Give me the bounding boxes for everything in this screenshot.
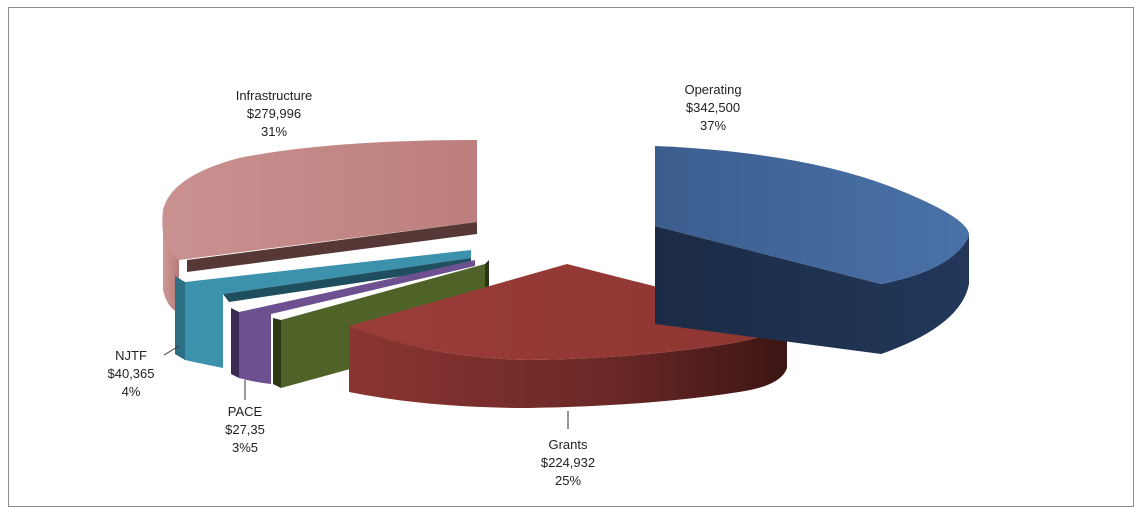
slice-njtf bbox=[175, 250, 471, 368]
label-pace-name: PACE bbox=[228, 404, 263, 419]
slice-operating-side bbox=[655, 226, 969, 354]
label-grants-name: Grants bbox=[548, 437, 588, 452]
slice-green-side bbox=[273, 318, 281, 388]
label-operating-value: $342,500 bbox=[686, 100, 740, 115]
label-infrastructure-name: Infrastructure bbox=[236, 88, 313, 103]
label-pace: PACE $27,35 3%5 bbox=[225, 404, 265, 455]
label-grants-value: $224,932 bbox=[541, 455, 595, 470]
slice-pace-top bbox=[239, 260, 475, 384]
slice-infrastructure-inner bbox=[187, 222, 477, 272]
slice-njtf-side bbox=[175, 276, 185, 360]
label-operating-name: Operating bbox=[684, 82, 741, 97]
label-njtf-name: NJTF bbox=[115, 348, 147, 363]
label-infrastructure-percent: 31% bbox=[261, 124, 287, 139]
slice-infrastructure-top bbox=[162, 140, 478, 260]
chart-frame: Infrastructure $279,996 31% Operating $3… bbox=[8, 7, 1134, 507]
label-njtf: NJTF $40,365 4% bbox=[108, 348, 155, 399]
label-njtf-percent: 4% bbox=[122, 384, 141, 399]
label-pace-value: $27,35 bbox=[225, 422, 265, 437]
slice-operating-top bbox=[655, 146, 970, 284]
slice-pace bbox=[231, 260, 475, 384]
label-operating-percent: 37% bbox=[700, 118, 726, 133]
label-njtf-value: $40,365 bbox=[108, 366, 155, 381]
label-operating: Operating $342,500 37% bbox=[684, 82, 741, 133]
slice-operating bbox=[655, 146, 970, 354]
slice-njtf-top bbox=[185, 250, 471, 368]
label-pace-percent: 3%5 bbox=[232, 440, 258, 455]
slice-grants bbox=[349, 264, 787, 408]
label-grants-percent: 25% bbox=[555, 473, 581, 488]
slice-pace-side bbox=[231, 308, 239, 378]
pie-chart: Infrastructure $279,996 31% Operating $3… bbox=[108, 82, 970, 488]
label-infrastructure: Infrastructure $279,996 31% bbox=[236, 88, 313, 139]
label-grants: Grants $224,932 25% bbox=[541, 437, 595, 488]
slice-njtf-inner bbox=[223, 258, 471, 302]
slice-grants-side bbox=[349, 320, 787, 408]
slice-grants-top bbox=[349, 264, 787, 360]
leader-line-njtf bbox=[163, 345, 180, 356]
label-infrastructure-value: $279,996 bbox=[247, 106, 301, 121]
